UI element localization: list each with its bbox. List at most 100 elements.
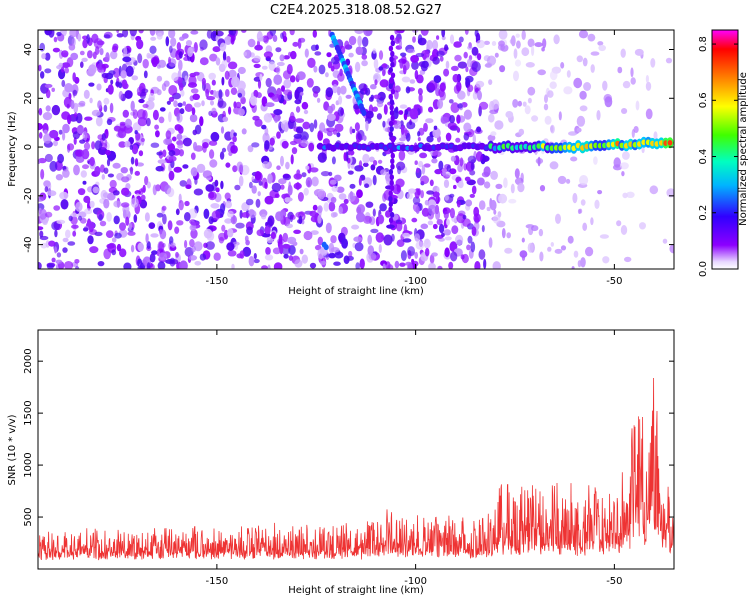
spectrogram-cell [77, 188, 86, 196]
spectrogram-cell [353, 236, 363, 242]
spectrogram-cell [312, 30, 317, 38]
spectrogram-cell [405, 132, 411, 142]
spectrogram-cell [51, 257, 56, 263]
spectrogram-cell [220, 203, 226, 213]
spectrogram-cell [447, 122, 457, 130]
spectrogram-cell [224, 218, 233, 224]
spectrogram-cell [635, 100, 640, 111]
spectrogram-cell [576, 115, 586, 127]
spectrogram-cell [356, 212, 366, 223]
spectrogram-cell [297, 38, 302, 49]
spectrogram-cell [626, 191, 635, 198]
spectrogram-cell [317, 214, 322, 224]
spectrogram-cell [365, 110, 374, 119]
spectrogram-cell [415, 241, 425, 250]
spectrogram-cell [354, 122, 360, 132]
spectrogram-cell [435, 195, 440, 205]
spectrogram-cell [145, 233, 149, 244]
spectrogram-cell [445, 60, 450, 69]
spectrogram-cell [70, 99, 75, 110]
spectrogram-cell [420, 223, 429, 230]
spectrogram-cell [455, 234, 464, 246]
spectrogram-cell [478, 200, 486, 211]
colorbar-tick-label: 0.8 [698, 36, 709, 52]
spectrogram-ticks: -150 -100 -50 -40 -20 0 20 40 [23, 30, 674, 287]
spectrogram-cell [580, 257, 586, 268]
spectrogram-cell [120, 167, 128, 174]
spectrogram-cell [368, 96, 374, 102]
spectrogram-cell [390, 152, 395, 159]
spectrogram-cell [446, 218, 450, 226]
spectrogram-cell [67, 241, 76, 246]
spectrogram-cell [464, 30, 469, 35]
spectrogram-cell [58, 62, 64, 68]
spectrogram-cell [161, 83, 167, 92]
spectrogram-cell [494, 52, 499, 58]
spectrogram-cell [134, 170, 140, 176]
spectrogram-cell [122, 109, 129, 118]
spectrogram-cell [587, 33, 596, 42]
spectrogram-cell [63, 96, 73, 108]
spectrogram-cell [409, 79, 416, 84]
spectrogram-cell [388, 168, 394, 175]
spectrogram-cell [401, 76, 411, 83]
spectrogram-cell [267, 217, 273, 228]
spectrogram-cell [242, 246, 252, 257]
spectrogram-cell [179, 180, 187, 187]
spectrogram-cell [348, 52, 354, 58]
spectrogram-cell [560, 245, 567, 251]
spectrogram-cell [48, 30, 55, 38]
spectrogram-cell [89, 156, 95, 167]
spectrogram-cell [125, 65, 134, 77]
spectrogram-cell [96, 83, 102, 91]
spectrogram-cell [222, 51, 227, 62]
spectrogram-cell [641, 146, 645, 154]
spectrogram-cell [137, 242, 144, 252]
spectrogram-cell [372, 106, 378, 112]
spectrogram-cell [150, 56, 160, 65]
spectrogram-cell [348, 250, 353, 258]
spectrogram-cell [215, 187, 220, 193]
spectrogram-cell [487, 134, 496, 142]
spectrogram-cell [167, 220, 173, 231]
spectrogram-cell [513, 48, 518, 59]
spectrogram-cell [190, 152, 196, 160]
spectrogram-cell [355, 46, 363, 55]
spectrogram-cell [436, 35, 440, 40]
spectrogram-cell [112, 162, 121, 169]
spectrogram-cell [338, 95, 343, 105]
spectrogram-cell [440, 116, 449, 124]
spectrogram-cell [248, 209, 257, 219]
spectrogram-cell [94, 140, 103, 151]
spectrogram-cell [138, 188, 144, 196]
spectrogram-cell [522, 101, 527, 107]
spectrogram-cell [172, 136, 177, 142]
spectrogram-cell [436, 219, 443, 226]
spectrogram-cell [372, 208, 376, 217]
spectrogram-cell [287, 236, 297, 244]
spectrogram-cell [44, 153, 53, 163]
spectrogram-cell [431, 252, 438, 257]
spectrogram-cell [103, 104, 108, 113]
spectrogram-cell [323, 202, 329, 212]
snr-series-line [38, 377, 674, 561]
spectrogram-cell [79, 139, 86, 144]
spectrogram-cell [471, 61, 481, 73]
spectrogram-cell [358, 160, 363, 169]
spectrogram-cell [177, 143, 184, 149]
spectrogram-cell [349, 183, 356, 189]
spectrogram-cell [180, 89, 185, 97]
spectrogram-cell [539, 185, 546, 192]
spectrogram-cell [389, 104, 394, 111]
spectrogram-cell [343, 198, 349, 204]
spectrogram-cell [389, 77, 394, 84]
spectrogram-cell [330, 235, 337, 244]
spectrogram-cell [228, 106, 232, 115]
spectrogram-cell [483, 181, 491, 189]
spectrogram-cell [389, 34, 395, 41]
spectrogram-cell [383, 104, 388, 115]
spectrogram-cell [173, 166, 183, 173]
spectrogram-cell [354, 242, 364, 252]
spectrogram-cell [174, 124, 182, 131]
spectrogram-cell [461, 253, 469, 264]
